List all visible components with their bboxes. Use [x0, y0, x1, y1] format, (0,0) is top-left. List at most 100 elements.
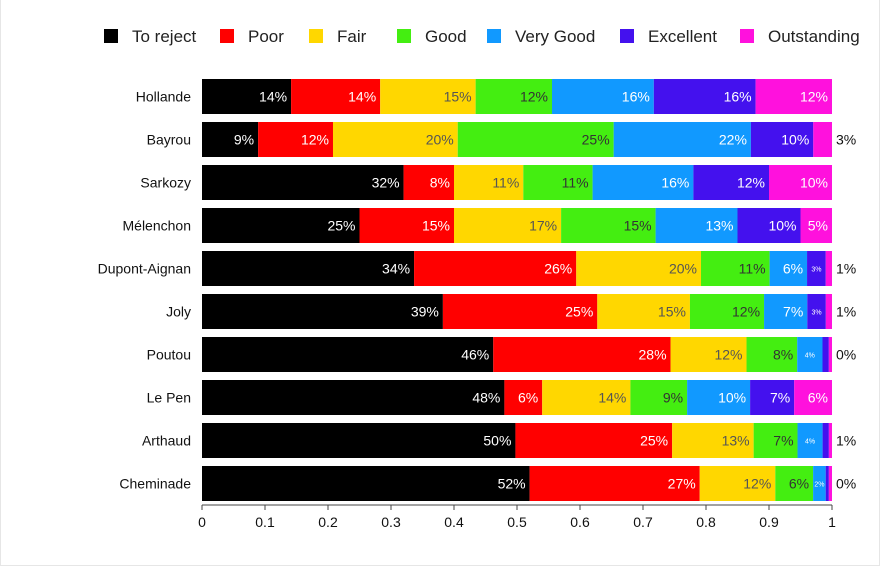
bar-dupont-aignan-poor	[414, 251, 577, 286]
x-tick-label: 0.4	[444, 514, 464, 530]
legend-label-excellent: Excellent	[648, 27, 717, 46]
bar-le-pen-good	[630, 380, 688, 415]
category-label-joly: Joly	[166, 304, 191, 320]
bar-arthaud-fair	[672, 423, 754, 458]
category-label-dupont-aignan: Dupont-Aignan	[98, 261, 191, 277]
bar-sarkozy-outstanding	[769, 165, 832, 200]
bar-hollande-poor	[291, 79, 381, 114]
bar-cheminade-outstanding	[828, 466, 832, 501]
value-label-sarkozy-excellent: 12%	[737, 175, 765, 191]
legend-swatch-fair	[309, 29, 323, 43]
category-label-poutou: Poutou	[147, 347, 191, 363]
bar-joly-excellent	[807, 294, 826, 329]
x-tick-label: 0.3	[381, 514, 401, 530]
value-label-bayrou-poor: 12%	[301, 132, 329, 148]
value-label-cheminade-outstanding: 0%	[836, 476, 856, 492]
value-label-dupont-aignan-excellent: 3%	[811, 267, 821, 274]
value-label-hollande-fair: 15%	[444, 89, 472, 105]
legend-swatch-outstanding	[740, 29, 754, 43]
legend-label-to-reject: To reject	[132, 27, 197, 46]
legend-swatch-poor	[220, 29, 234, 43]
legend-label-good: Good	[425, 27, 467, 46]
bar-melenchon-outstanding	[800, 208, 832, 243]
value-label-joly-to-reject: 39%	[411, 304, 439, 320]
bar-dupont-aignan-excellent	[807, 251, 826, 286]
legend-label-very-good: Very Good	[515, 27, 595, 46]
bar-sarkozy-poor	[403, 165, 454, 200]
value-label-sarkozy-poor: 8%	[430, 175, 450, 191]
category-label-arthaud: Arthaud	[142, 433, 191, 449]
value-label-bayrou-to-reject: 9%	[234, 132, 254, 148]
value-label-bayrou-outstanding: 3%	[836, 132, 856, 148]
bar-hollande-good	[475, 79, 552, 114]
value-label-le-pen-to-reject: 48%	[472, 390, 500, 406]
bar-melenchon-fair	[454, 208, 562, 243]
bar-dupont-aignan-to-reject	[202, 251, 415, 286]
value-label-arthaud-outstanding: 1%	[836, 433, 856, 449]
value-label-melenchon-excellent: 10%	[768, 218, 796, 234]
value-label-melenchon-good: 15%	[624, 218, 652, 234]
bar-sarkozy-very-good	[592, 165, 694, 200]
bar-joly-poor	[442, 294, 598, 329]
x-tick-label: 1	[828, 514, 836, 530]
category-label-hollande: Hollande	[136, 89, 191, 105]
bar-poutou-poor	[493, 337, 671, 372]
bar-arthaud-very-good	[797, 423, 823, 458]
value-label-joly-very-good: 7%	[783, 304, 803, 320]
bar-arthaud-to-reject	[202, 423, 516, 458]
value-label-joly-fair: 15%	[658, 304, 686, 320]
x-tick-label: 0	[198, 514, 206, 530]
bar-bayrou-to-reject	[202, 122, 259, 157]
category-label-melenchon: Mélenchon	[123, 218, 192, 234]
bar-le-pen-excellent	[750, 380, 795, 415]
x-tick-label: 0.8	[696, 514, 716, 530]
value-label-le-pen-very-good: 10%	[718, 390, 746, 406]
bar-le-pen-fair	[542, 380, 631, 415]
value-label-dupont-aignan-poor: 26%	[544, 261, 572, 277]
bar-hollande-to-reject	[202, 79, 292, 114]
bar-poutou-outstanding	[828, 337, 832, 372]
bar-le-pen-to-reject	[202, 380, 505, 415]
value-label-melenchon-very-good: 13%	[705, 218, 733, 234]
value-label-bayrou-very-good: 22%	[719, 132, 747, 148]
value-label-le-pen-good: 9%	[663, 390, 683, 406]
value-label-cheminade-fair: 12%	[743, 476, 771, 492]
bar-poutou-fair	[670, 337, 747, 372]
bar-bayrou-good	[457, 122, 614, 157]
bar-melenchon-very-good	[655, 208, 738, 243]
bar-bayrou-excellent	[750, 122, 814, 157]
x-axis: 0 0.1 0.2 0.3 0.4 0.5 0.6 0.7 0.8 0.9 1	[198, 504, 836, 530]
value-label-hollande-to-reject: 14%	[259, 89, 287, 105]
value-label-arthaud-good: 7%	[773, 433, 793, 449]
value-label-cheminade-good: 6%	[789, 476, 809, 492]
bar-cheminade-fair	[699, 466, 776, 501]
legend-label-outstanding: Outstanding	[768, 27, 860, 46]
bar-cheminade-excellent	[825, 466, 829, 501]
value-label-hollande-very-good: 16%	[622, 89, 650, 105]
bar-sarkozy-fair	[454, 165, 524, 200]
bar-hollande-very-good	[552, 79, 654, 114]
value-label-joly-excellent: 3%	[811, 310, 821, 317]
bar-poutou-excellent	[822, 337, 829, 372]
value-label-sarkozy-fair: 11%	[492, 175, 519, 191]
x-tick-label: 0.6	[570, 514, 590, 530]
bar-poutou-to-reject	[202, 337, 494, 372]
x-tick-label: 0.2	[318, 514, 338, 530]
bar-dupont-aignan-fair	[576, 251, 702, 286]
bar-poutou-very-good	[797, 337, 823, 372]
bar-poutou-good	[746, 337, 798, 372]
value-label-poutou-good: 8%	[773, 347, 793, 363]
bar-arthaud-outstanding	[828, 423, 832, 458]
value-label-bayrou-fair: 20%	[426, 132, 454, 148]
value-label-sarkozy-to-reject: 32%	[372, 175, 400, 191]
x-tick-label: 0.5	[507, 514, 527, 530]
bar-le-pen-very-good	[687, 380, 751, 415]
legend: To reject Poor Fair Good Very Good Excellent O…	[104, 27, 860, 46]
category-label-le-pen: Le Pen	[147, 390, 191, 406]
value-label-poutou-fair: 12%	[714, 347, 742, 363]
bar-joly-to-reject	[202, 294, 443, 329]
category-label-bayrou: Bayrou	[147, 132, 191, 148]
bar-dupont-aignan-outstanding	[825, 251, 832, 286]
bar-melenchon-good	[561, 208, 656, 243]
value-label-dupont-aignan-fair: 20%	[669, 261, 697, 277]
